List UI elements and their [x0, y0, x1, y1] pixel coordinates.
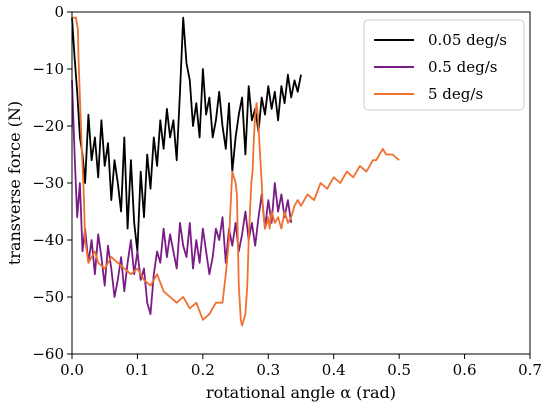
y-tick-label: −20 — [32, 117, 64, 135]
legend-label-3: 5 deg/s — [428, 85, 483, 103]
legend: 0.05 deg/s 0.5 deg/s 5 deg/s — [363, 19, 525, 111]
x-tick-label: 0.1 — [125, 361, 149, 379]
x-axis-label: rotational angle α (rad) — [206, 383, 396, 402]
x-tick-label: 0.2 — [191, 361, 215, 379]
y-tick-label: −50 — [32, 288, 64, 306]
series-line-1 — [71, 16, 302, 253]
x-tick-label: 0.3 — [256, 361, 280, 379]
y-axis: 0 −10 −20 −30 −40 −50 −60 — [32, 3, 72, 363]
y-tick-label: −40 — [32, 231, 64, 249]
x-tick-label: 0.7 — [518, 361, 542, 379]
legend-label-2: 0.5 deg/s — [428, 58, 497, 76]
y-tick-label: −30 — [32, 174, 64, 192]
series-line-3 — [72, 16, 400, 327]
y-tick-label: −60 — [32, 345, 64, 363]
x-axis: 0.0 0.1 0.2 0.3 0.4 0.5 0.6 0.7 — [60, 354, 542, 379]
legend-box — [363, 19, 525, 111]
y-axis-label: transverse force (N) — [5, 101, 24, 265]
y-tick-label: −10 — [32, 60, 64, 78]
x-tick-label: 0.0 — [60, 361, 84, 379]
series-line-2 — [71, 80, 293, 316]
legend-label-1: 0.05 deg/s — [428, 31, 507, 49]
x-tick-label: 0.6 — [453, 361, 477, 379]
series-layer — [71, 16, 400, 327]
x-tick-label: 0.4 — [322, 361, 346, 379]
y-tick-label: 0 — [54, 3, 64, 21]
x-tick-label: 0.5 — [387, 361, 411, 379]
